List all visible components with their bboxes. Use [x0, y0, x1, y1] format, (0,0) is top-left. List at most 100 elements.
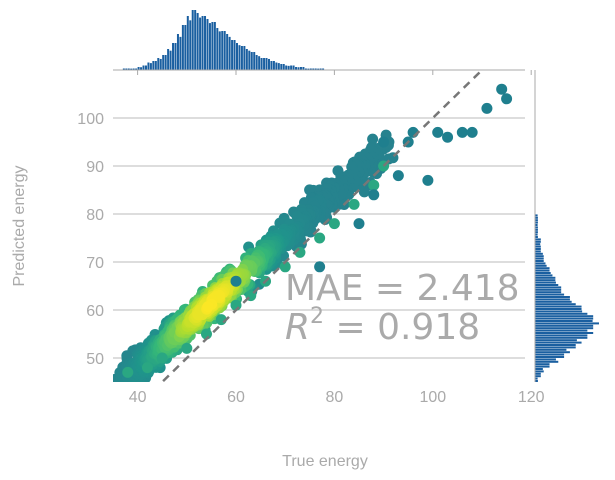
- top-hist-bar: [199, 17, 202, 71]
- top-hist-bar: [236, 43, 238, 70]
- scatter-point: [442, 131, 454, 143]
- right-hist-bar: [535, 257, 544, 260]
- reference-line: [160, 70, 484, 382]
- top-hist-bar: [154, 61, 157, 70]
- right-hist-bar: [535, 286, 562, 289]
- top-hist-bar: [167, 49, 170, 70]
- right-hist-bar: [535, 348, 567, 351]
- right-hist-bar: [535, 360, 559, 363]
- top-hist-bar: [216, 28, 219, 70]
- right-hist-bar: [535, 372, 541, 375]
- scatter-point: [456, 126, 468, 138]
- right-hist-bar: [535, 240, 541, 243]
- y-axis-label: Predicted energy: [11, 166, 28, 287]
- top-hist-bar: [204, 16, 207, 70]
- top-hist-bar: [157, 58, 160, 70]
- right-hist-bar: [535, 336, 588, 339]
- scatter-point: [501, 93, 513, 105]
- right-hist-bar: [535, 224, 538, 226]
- x-tick-label: 60: [227, 389, 245, 406]
- right-hist-bar: [535, 312, 588, 315]
- right-hist-bar: [535, 300, 572, 303]
- right-hist-bar: [535, 228, 538, 231]
- top-hist-bar: [282, 64, 285, 70]
- scatter-point: [466, 126, 478, 138]
- scatter-point: [392, 170, 404, 182]
- y-tick-label: 60: [86, 303, 104, 320]
- top-hist-bar: [176, 34, 179, 70]
- scatter-point: [378, 136, 390, 148]
- r2-value: = 0.918: [324, 307, 480, 348]
- right-hist-bar: [535, 308, 582, 310]
- top-hist-bar: [231, 40, 234, 70]
- scatter-point: [230, 275, 242, 287]
- right-hist-bar: [535, 346, 576, 349]
- top-hist-bar: [140, 67, 143, 70]
- top-hist-bar: [147, 62, 150, 70]
- right-hist-bar: [535, 351, 570, 354]
- x-tick-label: 40: [129, 389, 147, 406]
- top-hist-bar: [135, 68, 138, 70]
- right-hist-bar: [535, 339, 577, 342]
- axis-ticks: 50 60 70 80 90 100 40 60 80 100 120: [77, 111, 544, 406]
- right-hist-bar: [535, 327, 594, 330]
- scatter-point: [328, 218, 340, 230]
- right-hist-bar: [535, 329, 588, 332]
- top-hist-bar: [250, 52, 253, 70]
- top-hist-bar: [312, 68, 315, 70]
- top-hist-bar: [299, 67, 302, 70]
- right-hist-bar: [535, 276, 556, 279]
- top-hist-bar: [221, 31, 224, 70]
- top-hist-bar: [206, 19, 209, 70]
- right-hist-bar: [535, 298, 570, 301]
- right-hist-bar: [535, 324, 594, 327]
- top-hist-bar: [295, 67, 298, 70]
- top-hist-bar: [142, 65, 145, 70]
- top-hist-bar: [314, 68, 317, 70]
- right-hist-bar: [535, 356, 565, 358]
- right-hist-bar: [535, 305, 582, 308]
- right-hist-bar: [535, 221, 538, 224]
- right-hist-bar: [535, 231, 538, 234]
- top-hist-bar: [218, 31, 221, 70]
- right-hist-bar: [535, 293, 565, 296]
- top-hist-bar: [184, 25, 187, 70]
- scatter-point: [422, 174, 434, 186]
- top-hist-bar: [196, 13, 199, 70]
- top-hist-bar: [275, 62, 278, 70]
- right-hist-bar: [535, 264, 547, 267]
- scatter-point: [367, 133, 379, 145]
- scatter-point: [156, 352, 168, 364]
- right-hist-bar: [535, 377, 538, 380]
- top-hist-bar: [201, 16, 204, 70]
- x-axis-label: True energy: [282, 453, 368, 470]
- right-hist-bar: [535, 344, 576, 346]
- right-hist-bar: [535, 250, 541, 253]
- top-hist-bar: [152, 61, 155, 70]
- right-hist-bar: [535, 363, 550, 366]
- right-histogram: [534, 70, 599, 382]
- right-hist-bar: [535, 284, 559, 286]
- scatter-point: [202, 301, 214, 313]
- scatter-point: [181, 342, 193, 354]
- top-hist-bar: [181, 25, 184, 70]
- right-hist-bar: [535, 233, 538, 236]
- right-hist-bar: [535, 226, 538, 229]
- top-hist-bar: [211, 22, 214, 70]
- r2-symbol: R: [285, 307, 310, 348]
- right-hist-bar: [535, 245, 541, 248]
- top-hist-bar: [255, 55, 258, 70]
- scatter-point: [122, 366, 134, 378]
- top-hist-bar: [253, 52, 256, 70]
- top-hist-bar: [162, 55, 165, 70]
- right-hist-bar: [535, 255, 544, 258]
- top-hist-bar: [208, 23, 211, 70]
- right-hist-bar: [535, 368, 543, 370]
- top-hist-bar: [213, 22, 216, 70]
- scatter-point: [353, 218, 365, 230]
- top-hist-bar: [194, 10, 197, 70]
- scatter-points: [113, 83, 513, 382]
- r2-superscript: 2: [310, 304, 324, 329]
- right-hist-bar: [535, 269, 550, 272]
- scatter-point: [368, 179, 380, 191]
